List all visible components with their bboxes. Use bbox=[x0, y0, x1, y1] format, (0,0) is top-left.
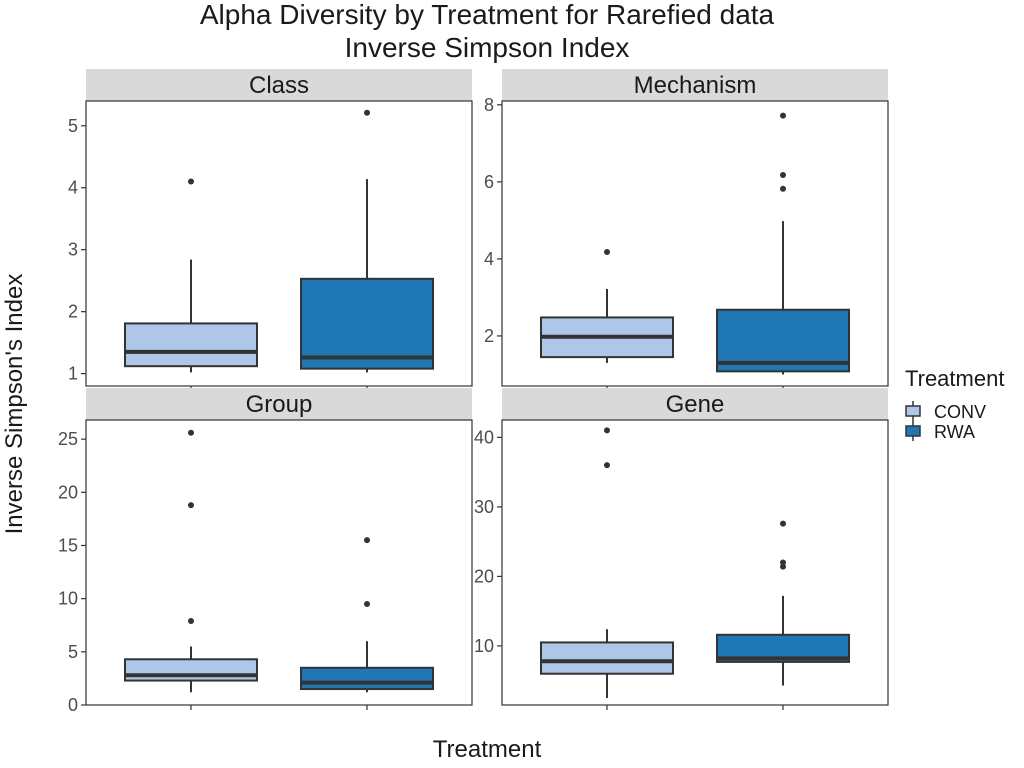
y-tick-label: 3 bbox=[68, 240, 78, 260]
facet-gene: Gene 10 20 30 40 bbox=[474, 388, 889, 710]
outlier-point bbox=[364, 537, 371, 544]
y-tick-label: 1 bbox=[68, 364, 78, 384]
outlier-point bbox=[187, 178, 194, 185]
facet-mechanism: Mechanism 2 4 6 8 bbox=[484, 69, 889, 391]
facet-strip-mechanism bbox=[502, 69, 888, 101]
box-conv bbox=[539, 427, 674, 699]
y-tick-label: 10 bbox=[474, 636, 494, 656]
iqr-box bbox=[300, 666, 435, 691]
y-tick-label: 20 bbox=[474, 566, 494, 586]
iqr-box bbox=[539, 641, 674, 675]
legend-key-swatch bbox=[905, 405, 921, 417]
legend-item-rwa: RWA bbox=[905, 421, 975, 442]
facet-strip-label: Mechanism bbox=[634, 72, 757, 99]
y-tick-label: 2 bbox=[484, 326, 494, 346]
box-rwa bbox=[716, 112, 851, 375]
facet-strip-gene bbox=[502, 388, 888, 420]
y-tick-label: 4 bbox=[68, 178, 78, 198]
y-tick-label: 5 bbox=[68, 642, 78, 662]
facet-strip-group bbox=[86, 388, 472, 420]
outlier-point bbox=[780, 185, 787, 192]
x-axis-title: Treatment bbox=[433, 736, 542, 763]
legend-title: Treatment bbox=[905, 366, 1004, 391]
outlier-point bbox=[187, 617, 194, 624]
legend-key-swatch bbox=[905, 425, 921, 437]
panel-border bbox=[85, 419, 473, 706]
iqr-box bbox=[300, 277, 435, 370]
outlier-point bbox=[603, 248, 610, 255]
box-rwa bbox=[300, 109, 435, 373]
iqr-box bbox=[123, 658, 258, 682]
iqr-box bbox=[123, 322, 258, 368]
facet-strip-class bbox=[86, 69, 472, 101]
y-tick-label: 5 bbox=[68, 116, 78, 136]
facet-panels: Class 1 2 3 4 5 Mechanism 2 4 6 8 Group 0 5 10 15 20 25 Ge… bbox=[58, 69, 889, 715]
box-conv bbox=[123, 178, 258, 373]
legend-label: RWA bbox=[934, 422, 975, 442]
y-tick-label: 30 bbox=[474, 497, 494, 517]
facet-strip-label: Group bbox=[246, 391, 313, 418]
facet-group: Group 0 5 10 15 20 25 bbox=[58, 388, 473, 715]
box-conv bbox=[539, 248, 674, 363]
facet-class: Class 1 2 3 4 5 bbox=[68, 69, 473, 391]
y-tick-label: 20 bbox=[58, 482, 78, 502]
legend-item-conv: CONV bbox=[905, 401, 986, 422]
y-tick-label: 40 bbox=[474, 427, 494, 447]
y-tick-label: 0 bbox=[68, 695, 78, 715]
outlier-point bbox=[780, 563, 787, 570]
y-tick-label: 2 bbox=[68, 302, 78, 322]
y-axis-title: Inverse Simpson's Index bbox=[1, 274, 28, 535]
y-tick-label: 8 bbox=[484, 95, 494, 115]
outlier-point bbox=[364, 600, 371, 607]
outlier-point bbox=[780, 520, 787, 527]
y-tick-label: 15 bbox=[58, 535, 78, 555]
outlier-point bbox=[603, 462, 610, 469]
box-conv bbox=[123, 429, 258, 693]
y-tick-label: 25 bbox=[58, 429, 78, 449]
chart-subtitle: Inverse Simpson Index bbox=[345, 32, 630, 63]
outlier-point bbox=[780, 559, 787, 566]
y-tick-label: 10 bbox=[58, 589, 78, 609]
facet-strip-label: Class bbox=[249, 72, 309, 99]
box-rwa bbox=[300, 537, 435, 693]
outlier-point bbox=[780, 112, 787, 119]
chart-title: Alpha Diversity by Treatment for Rarefie… bbox=[200, 0, 775, 30]
outlier-point bbox=[780, 171, 787, 178]
outlier-point bbox=[364, 109, 371, 116]
y-tick-label: 6 bbox=[484, 172, 494, 192]
legend-label: CONV bbox=[934, 402, 986, 422]
box-rwa bbox=[716, 520, 851, 686]
outlier-point bbox=[603, 427, 610, 434]
facet-strip-label: Gene bbox=[666, 391, 725, 418]
y-tick-label: 4 bbox=[484, 249, 494, 269]
outlier-point bbox=[187, 502, 194, 509]
outlier-point bbox=[187, 429, 194, 436]
